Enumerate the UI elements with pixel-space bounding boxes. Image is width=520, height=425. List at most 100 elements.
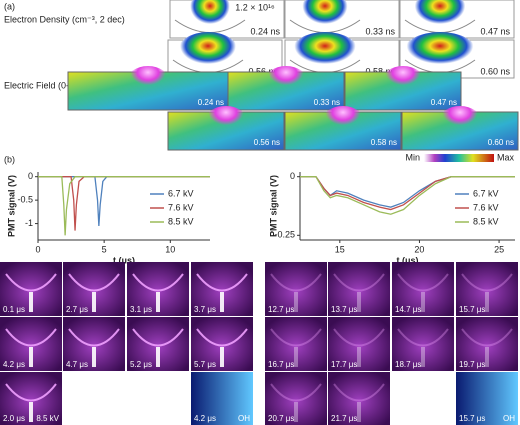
photo <box>392 262 454 316</box>
field-core <box>438 106 482 138</box>
x-tick-label: 15 <box>335 244 345 254</box>
photo <box>265 262 327 316</box>
field-core <box>204 106 248 138</box>
series-line <box>300 176 515 211</box>
time-label: 0.24 ns <box>198 98 224 107</box>
series-line <box>38 176 210 236</box>
discharge-shape <box>132 273 184 292</box>
discharge-shape <box>68 273 120 292</box>
time-label: 18.7 μs <box>395 360 421 369</box>
time-label: 0.58 ns <box>365 66 395 76</box>
species-label: OH <box>238 414 250 423</box>
density-plume <box>412 0 468 32</box>
voltage-label: 8.5 kV <box>36 414 59 423</box>
x-tick-label: 20 <box>414 244 424 254</box>
time-label: 12.7 μs <box>268 305 294 314</box>
series-line <box>38 176 210 226</box>
colorbar <box>424 154 494 162</box>
time-label: 2.0 μs <box>3 414 25 423</box>
photo <box>392 317 454 371</box>
legend-label: 6.7 kV <box>168 188 194 198</box>
discharge-shape <box>333 328 385 347</box>
time-label: 0.24 ns <box>250 26 280 36</box>
time-label: 3.1 μs <box>130 305 152 314</box>
discharge-shape <box>461 328 513 347</box>
discharge-column <box>294 402 298 422</box>
time-label: 19.7 μs <box>459 360 485 369</box>
discharge-column <box>156 292 160 312</box>
discharge-shape <box>270 383 322 402</box>
legend-label: 7.6 kV <box>473 202 499 212</box>
time-label: 0.47 ns <box>431 98 457 107</box>
time-label: 5.2 μs <box>130 360 152 369</box>
panel-label: (b) <box>4 154 15 164</box>
time-label: 0.33 ns <box>365 26 395 36</box>
x-tick-label: 10 <box>165 244 175 254</box>
photo <box>328 372 390 425</box>
discharge-column <box>294 347 298 367</box>
y-tick-label: -0.5 <box>17 195 33 205</box>
time-label: 20.7 μs <box>268 414 294 423</box>
discharge-shape <box>132 328 184 347</box>
discharge-shape <box>270 328 322 347</box>
time-label: 4.2 μs <box>194 414 216 423</box>
time-label: 15.7 μs <box>459 414 485 423</box>
density-title: Electron Density (cm⁻³, 2 dec) <box>4 14 125 24</box>
photo <box>328 262 390 316</box>
field-core <box>381 66 425 98</box>
discharge-column <box>29 402 33 422</box>
discharge-shape <box>333 273 385 292</box>
time-label: 0.60 ns <box>488 138 514 147</box>
time-label: 3.7 μs <box>194 305 216 314</box>
discharge-column <box>220 347 224 367</box>
time-label: 4.2 μs <box>3 360 25 369</box>
time-label: 15.7 μs <box>459 305 485 314</box>
field-core <box>321 106 365 138</box>
discharge-column <box>294 292 298 312</box>
discharge-shape <box>270 273 322 292</box>
discharge-shape <box>5 273 57 292</box>
time-label: 0.60 ns <box>480 66 510 76</box>
density-plume <box>188 0 232 32</box>
legend-label: 8.5 kV <box>168 216 194 226</box>
x-axis-label: t (μs) <box>113 255 135 265</box>
species-label: OH <box>503 414 515 423</box>
y-tick-label: -0.25 <box>274 230 295 240</box>
time-label: 16.7 μs <box>268 360 294 369</box>
y-tick-label: -1 <box>25 218 33 228</box>
field-title: Electric Field (0-400 kV/cm) <box>4 80 115 90</box>
photo <box>456 262 518 316</box>
colorbar-max: Max <box>497 152 515 162</box>
time-label: 0.56 ns <box>254 138 280 147</box>
legend-label: 7.6 kV <box>168 202 194 212</box>
discharge-column <box>357 292 361 312</box>
photo <box>265 317 327 371</box>
field-core <box>264 66 308 98</box>
photo <box>456 372 518 425</box>
time-label: 0.58 ns <box>371 138 397 147</box>
discharge-column <box>92 347 96 367</box>
y-axis-label: PMT signal (V) <box>268 175 278 237</box>
x-tick-label: 25 <box>494 244 504 254</box>
time-label: 17.7 μs <box>331 360 357 369</box>
time-label: 21.7 μs <box>331 414 357 423</box>
time-label: 14.7 μs <box>395 305 421 314</box>
panel-label: (a) <box>4 1 15 11</box>
discharge-column <box>485 292 489 312</box>
time-label: 4.7 μs <box>66 360 88 369</box>
discharge-shape <box>397 328 449 347</box>
discharge-shape <box>196 328 248 347</box>
photo <box>265 372 327 425</box>
discharge-shape <box>196 273 248 292</box>
discharge-shape <box>461 273 513 292</box>
legend-label: 8.5 kV <box>473 216 499 226</box>
discharge-column <box>156 347 160 367</box>
discharge-column <box>485 347 489 367</box>
photo <box>456 317 518 371</box>
colorbar-min: Min <box>405 152 420 162</box>
photo <box>191 372 253 425</box>
y-axis-label: PMT signal (V) <box>6 175 16 237</box>
time-label: 2.7 μs <box>66 305 88 314</box>
discharge-shape <box>5 383 57 402</box>
time-label: 0.47 ns <box>480 26 510 36</box>
